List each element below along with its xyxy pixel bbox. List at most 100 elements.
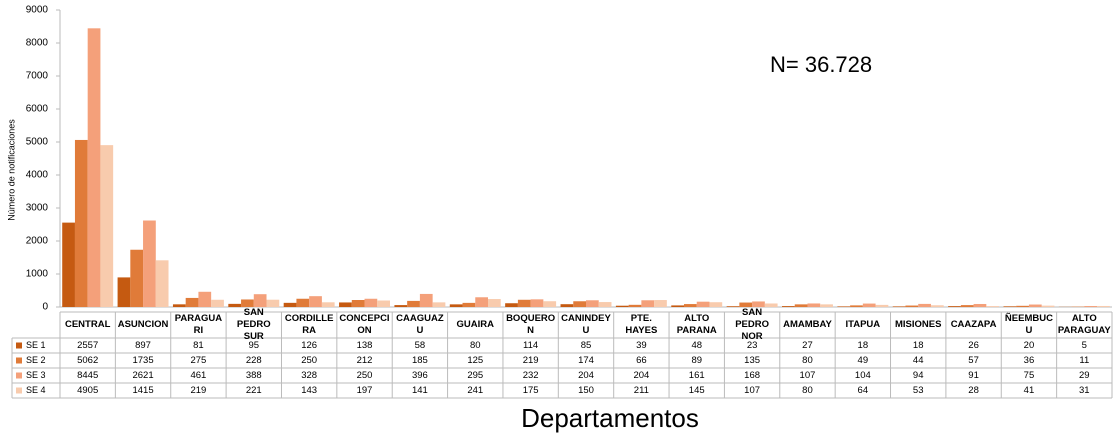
table-value: 897 bbox=[135, 340, 151, 351]
table-value: 107 bbox=[744, 385, 760, 396]
bar bbox=[419, 293, 433, 307]
table-value: 5 bbox=[1082, 340, 1087, 351]
bar bbox=[1028, 304, 1042, 307]
table-value: 125 bbox=[467, 355, 483, 366]
table-value: 57 bbox=[968, 355, 979, 366]
table-value: 94 bbox=[913, 370, 924, 381]
category-label: ASUNCION bbox=[117, 319, 169, 330]
bar bbox=[573, 301, 586, 307]
legend-key bbox=[16, 342, 22, 349]
table-value: 5062 bbox=[77, 355, 98, 366]
annotation: N= 36.728 bbox=[770, 52, 872, 77]
bar bbox=[449, 304, 463, 307]
y-tick-label: 9000 bbox=[26, 5, 49, 16]
bar bbox=[394, 305, 408, 307]
bar bbox=[1016, 305, 1029, 307]
bar bbox=[782, 306, 795, 307]
bar bbox=[850, 305, 863, 307]
category-label: CORDILLERA bbox=[284, 313, 334, 336]
table-value: 2621 bbox=[132, 370, 153, 381]
table-value: 1735 bbox=[132, 355, 153, 366]
legend-key bbox=[16, 372, 22, 379]
table-value: 219 bbox=[190, 385, 206, 396]
bar bbox=[339, 302, 352, 307]
bar bbox=[948, 306, 961, 307]
table-value: 27 bbox=[802, 340, 813, 351]
table-value: 197 bbox=[357, 385, 373, 396]
bar bbox=[752, 301, 765, 307]
y-tick-label: 6000 bbox=[26, 104, 49, 115]
bar bbox=[487, 299, 501, 307]
bar bbox=[807, 303, 821, 307]
bar bbox=[615, 305, 629, 307]
table-value: 107 bbox=[800, 370, 816, 381]
bar bbox=[654, 300, 667, 307]
table-value: 31 bbox=[1079, 385, 1090, 396]
table-value: 64 bbox=[858, 385, 869, 396]
legend-label: SE 4 bbox=[26, 385, 46, 395]
table-value: 141 bbox=[412, 385, 428, 396]
legend-label: SE 1 bbox=[26, 340, 46, 350]
bar bbox=[671, 305, 685, 307]
table-value: 168 bbox=[744, 370, 760, 381]
bar bbox=[628, 304, 642, 307]
table-value: 232 bbox=[523, 370, 539, 381]
table-value: 174 bbox=[578, 355, 594, 366]
bar bbox=[172, 304, 186, 307]
legend-key bbox=[16, 357, 22, 364]
table-value: 241 bbox=[467, 385, 483, 396]
table-value: 126 bbox=[301, 340, 317, 351]
table-value: 221 bbox=[246, 385, 262, 396]
bar bbox=[875, 304, 889, 307]
category-label: BOQUERON bbox=[506, 313, 556, 336]
bar bbox=[905, 305, 919, 307]
table-value: 4905 bbox=[77, 385, 98, 396]
bar bbox=[143, 220, 156, 307]
legend-key bbox=[16, 387, 22, 394]
y-tick-label: 4000 bbox=[26, 170, 49, 181]
bar bbox=[475, 297, 488, 307]
table-value: 175 bbox=[523, 385, 539, 396]
bar bbox=[87, 28, 101, 307]
bar bbox=[228, 303, 242, 307]
bar bbox=[155, 260, 169, 307]
table-value: 250 bbox=[301, 355, 317, 366]
bar bbox=[1041, 305, 1055, 307]
bar bbox=[1084, 306, 1098, 307]
table-value: 48 bbox=[691, 340, 702, 351]
table-value: 28 bbox=[968, 385, 979, 396]
table-value: 145 bbox=[689, 385, 705, 396]
category-label: SAN PEDRO SUR bbox=[236, 307, 271, 342]
table-value: 41 bbox=[1024, 385, 1035, 396]
table-value: 328 bbox=[301, 370, 317, 381]
y-tick-label: 2000 bbox=[26, 236, 49, 247]
table-value: 143 bbox=[301, 385, 317, 396]
bar bbox=[794, 304, 808, 307]
table-value: 295 bbox=[467, 370, 483, 381]
category-label: CAAZAPA bbox=[950, 319, 997, 330]
bar bbox=[586, 300, 599, 307]
bar bbox=[598, 302, 612, 307]
table-value: 58 bbox=[415, 340, 426, 351]
table-value: 44 bbox=[913, 355, 924, 366]
table-value: 104 bbox=[855, 370, 871, 381]
bar bbox=[696, 301, 710, 307]
table-value: 185 bbox=[412, 355, 428, 366]
category-label: MISIONES bbox=[894, 319, 942, 330]
bar bbox=[709, 302, 723, 307]
bar bbox=[930, 305, 944, 307]
bar bbox=[241, 299, 254, 307]
bar bbox=[892, 306, 906, 307]
y-tick-label: 1000 bbox=[26, 269, 49, 280]
table-value: 81 bbox=[193, 340, 204, 351]
table-value: 228 bbox=[246, 355, 262, 366]
table-value: 1415 bbox=[132, 385, 153, 396]
bar bbox=[739, 302, 753, 307]
table-value: 204 bbox=[633, 370, 649, 381]
table-value: 18 bbox=[913, 340, 924, 351]
y-tick-label: 3000 bbox=[26, 203, 49, 214]
category-label: CANINDEYU bbox=[561, 313, 611, 336]
table-value: 138 bbox=[357, 340, 373, 351]
category-label: PARAGUARI bbox=[174, 313, 223, 336]
